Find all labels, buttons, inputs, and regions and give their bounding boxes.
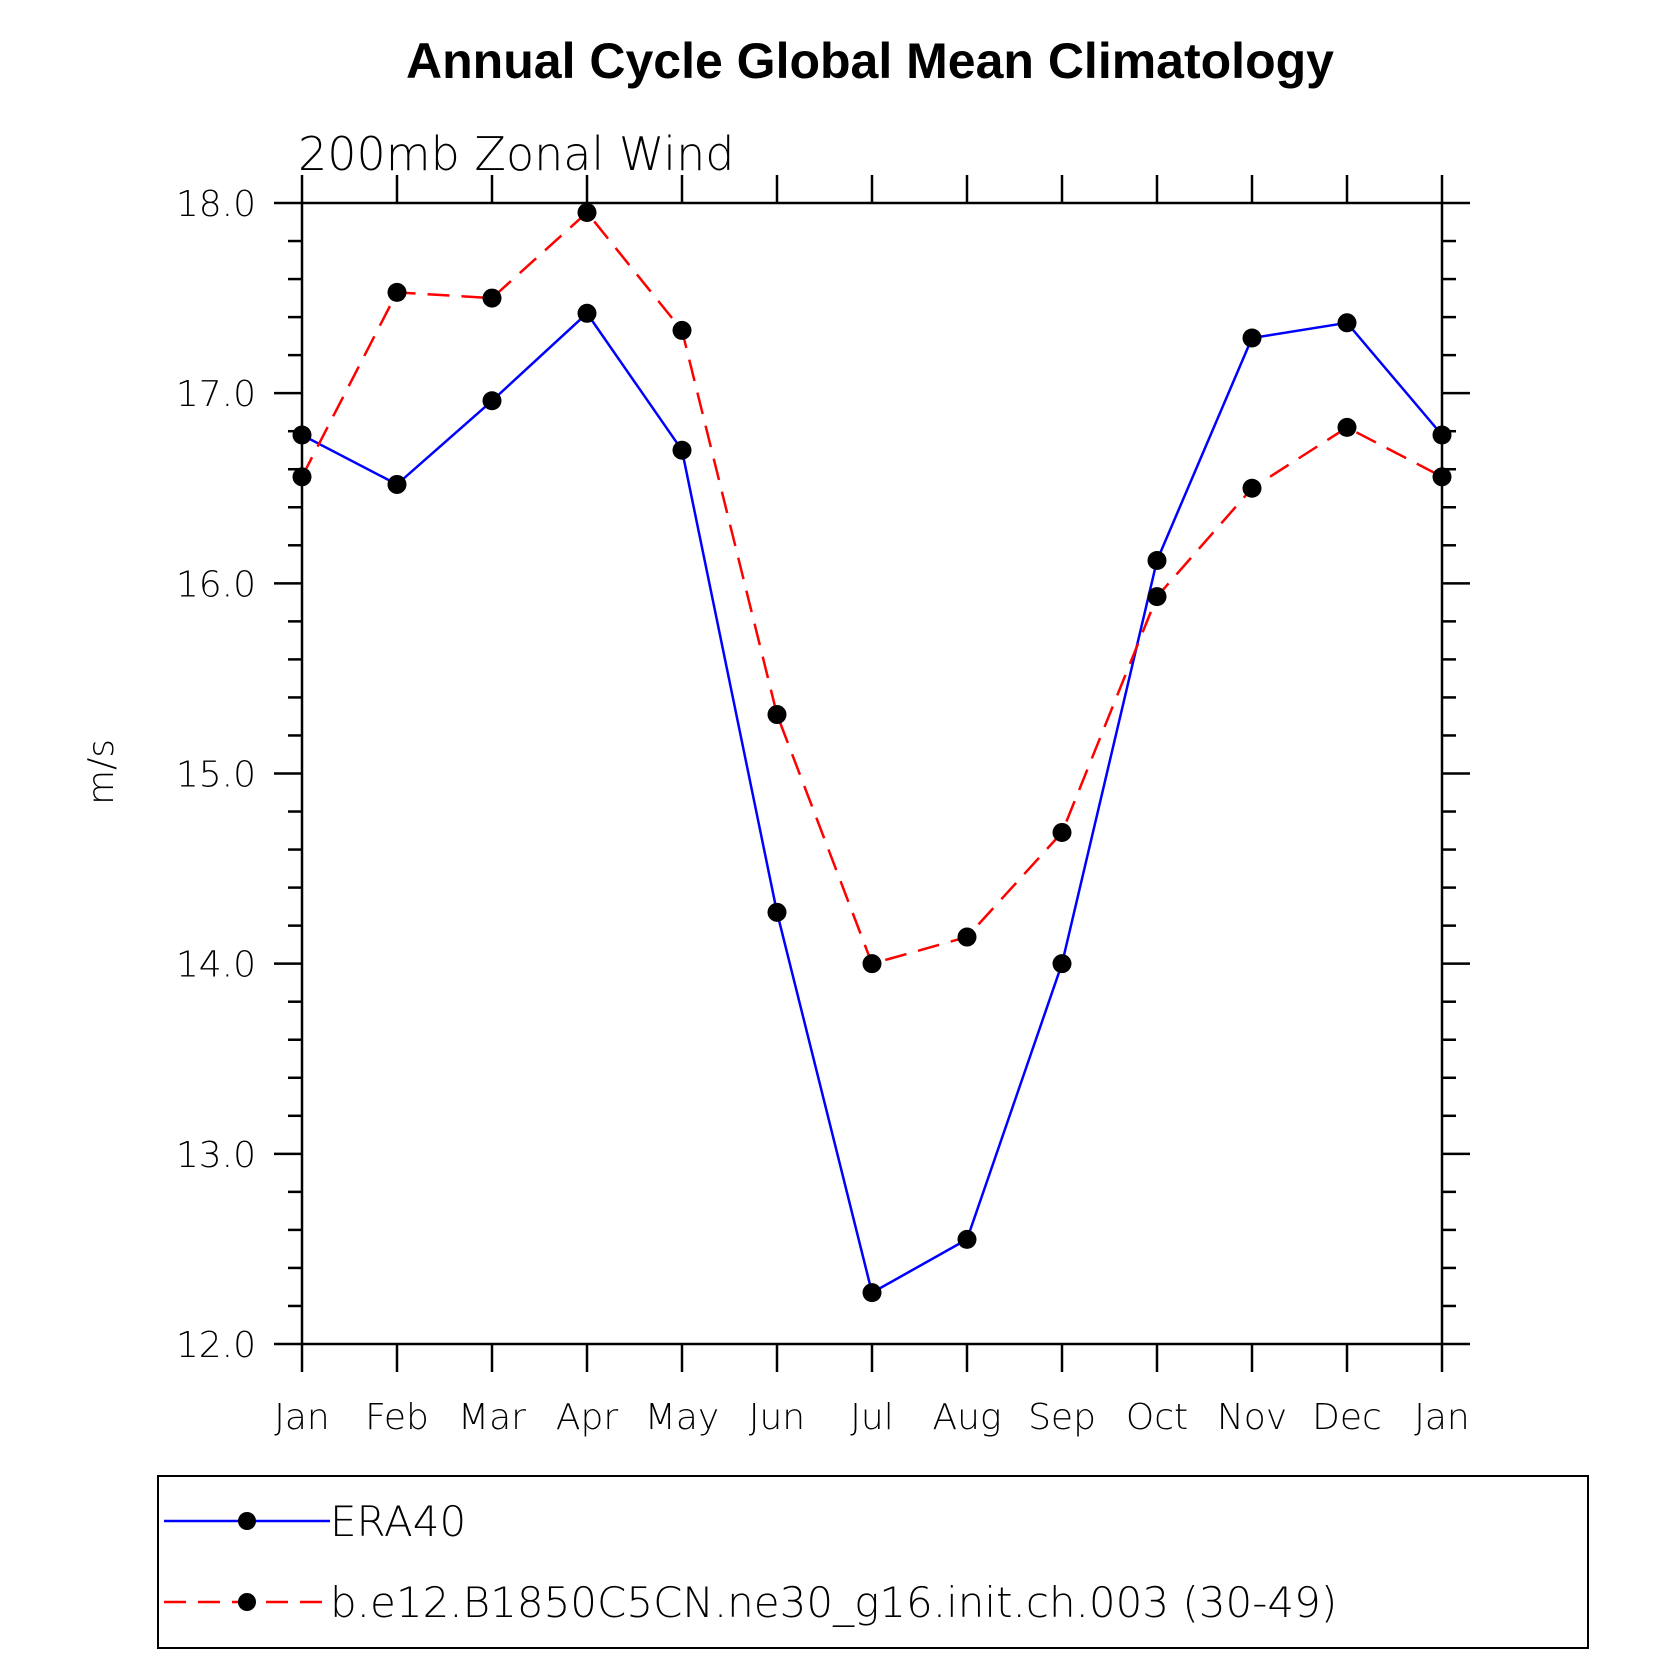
series-1-point — [957, 927, 977, 947]
series-0-point — [1337, 313, 1357, 333]
series-1-point — [387, 282, 407, 302]
series-1-point — [1147, 587, 1167, 607]
series-line-0 — [301, 311, 1443, 1295]
y-tick-label: 15.0 — [176, 755, 256, 796]
y-tick-labels: 12.0 13.0 14.0 15.0 16.0 17.0 18.0 — [176, 184, 256, 1366]
x-tick-label: Apr — [556, 1397, 618, 1438]
x-tick-label: Jan — [274, 1397, 330, 1438]
series-1-point — [482, 288, 502, 308]
legend: ERA40 b.e12.B1850C5CN.ne30_g16.init.ch.0… — [157, 1475, 1589, 1649]
x-tick-labels: Jan Feb Mar Apr May Jun Jul Aug Sep Oct Nov Dec Jan — [274, 1397, 1470, 1438]
x-tick-label: Jan — [1414, 1397, 1470, 1438]
x-tick-label: Feb — [365, 1397, 429, 1438]
x-tick-label: Dec — [1312, 1397, 1382, 1438]
series-1-point — [292, 467, 312, 487]
series-0-point — [1052, 954, 1072, 974]
legend-box — [157, 1475, 1589, 1649]
series-line-1 — [300, 210, 1443, 966]
legend-marker-model — [238, 1593, 256, 1611]
series-0-point — [767, 902, 787, 922]
series-1-point — [672, 320, 692, 340]
x-tick-label: Sep — [1028, 1397, 1096, 1438]
x-tick-label: May — [645, 1397, 719, 1438]
y-tick-label: 17.0 — [176, 374, 256, 415]
y-tick-label: 18.0 — [176, 184, 256, 225]
series-1-point — [1432, 467, 1452, 487]
series-0-point — [1432, 425, 1452, 445]
y-tick-label: 12.0 — [176, 1325, 256, 1366]
x-tick-label: Aug — [932, 1397, 1001, 1438]
series-0-point — [292, 425, 312, 445]
x-tick-label: Mar — [458, 1397, 526, 1438]
y-axis-label: m/s — [81, 739, 122, 805]
y-tick-label: 14.0 — [176, 945, 256, 986]
x-tick-label: Nov — [1217, 1397, 1287, 1438]
legend-label-era40: ERA40 — [330, 1497, 466, 1546]
y-tick-label: 13.0 — [176, 1135, 256, 1176]
plot-frame — [300, 201, 1444, 1346]
series-0-point — [1147, 551, 1167, 571]
x-tick-label: Oct — [1126, 1397, 1188, 1438]
series-1-point — [1052, 822, 1072, 842]
series-0-point — [957, 1229, 977, 1249]
series-1-point — [767, 705, 787, 725]
series-1-point — [577, 203, 597, 223]
chart-subtitle: 200mb Zonal Wind — [298, 127, 734, 181]
legend-label-model: b.e12.B1850C5CN.ne30_g16.init.ch.003 (30… — [330, 1578, 1337, 1627]
chart-title: Annual Cycle Global Mean Climatology — [406, 33, 1334, 89]
x-tick-label: Jun — [749, 1397, 805, 1438]
series-1-point — [1337, 417, 1357, 437]
series-1-point — [1242, 478, 1262, 498]
series-0-point — [862, 1283, 882, 1303]
series-0-point — [672, 440, 692, 460]
series-1-point — [862, 954, 882, 974]
series-0-point — [577, 303, 597, 323]
series-0-point — [387, 474, 407, 494]
x-tick-label: Jul — [850, 1397, 893, 1438]
series-0-point — [482, 391, 502, 411]
legend-marker-era40 — [238, 1512, 256, 1530]
y-tick-label: 16.0 — [176, 564, 256, 605]
series-layer — [292, 203, 1452, 1303]
axis-ticks — [274, 175, 1470, 1372]
series-0-point — [1242, 328, 1262, 348]
